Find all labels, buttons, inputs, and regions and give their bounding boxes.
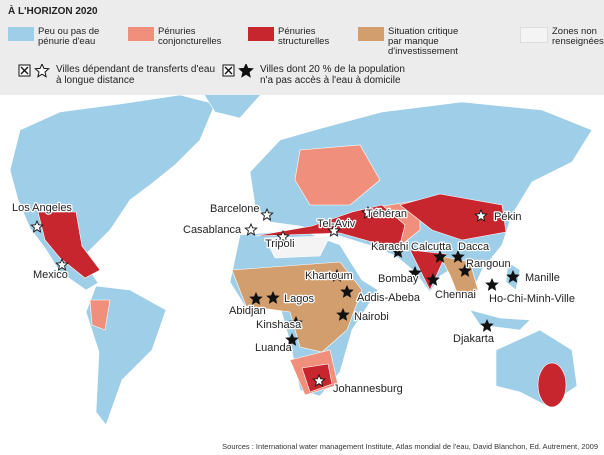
legend-label: Zones non renseignées	[552, 26, 604, 47]
legend-swatch	[520, 27, 548, 43]
city-marker	[485, 277, 499, 291]
city-marker	[408, 265, 422, 279]
city-marker	[458, 263, 472, 277]
city-label: Pékin	[494, 211, 522, 223]
city-label: Tel-Aviv	[317, 218, 356, 230]
legend-item: Villes dépendant de transferts d'eau à l…	[18, 64, 216, 86]
city-label: Dacca	[458, 241, 490, 253]
legend-label: Villes dont 20 % de la population n'a pa…	[260, 64, 405, 86]
city-label: Khartoum	[305, 270, 353, 282]
legend-panel: À L'HORIZON 2020 Peu ou pas de pénurie d…	[0, 0, 604, 95]
city-marker	[285, 332, 299, 346]
city-marker	[340, 284, 354, 298]
legend-item: Zones non renseignées	[520, 27, 604, 47]
city-marker	[327, 223, 341, 237]
city-marker	[260, 207, 274, 221]
city-marker	[451, 249, 465, 263]
legend-label: Villes dépendant de transferts d'eau à l…	[56, 64, 216, 86]
city-marker	[361, 205, 375, 219]
city-label: Nairobi	[354, 311, 389, 323]
legend-label: Pénuries structurelles	[278, 26, 330, 47]
city-label: Karachi	[371, 241, 408, 253]
city-label: Manille	[525, 272, 560, 284]
city-marker	[330, 268, 344, 282]
city-label: Tripoli	[265, 238, 295, 250]
city-label: Johannesburg	[333, 383, 403, 395]
city-label: Abidjan	[229, 305, 266, 317]
legend-label: Peu ou pas de pénurie d'eau	[38, 26, 100, 47]
city-marker	[289, 315, 303, 329]
city-label: Addis-Abeba	[357, 292, 421, 304]
city-label: Mexico	[33, 269, 68, 281]
city-label: Chennai	[435, 289, 476, 301]
city-marker	[391, 244, 405, 258]
legend-swatch	[128, 27, 154, 41]
city-marker	[249, 291, 263, 305]
city-marker	[480, 318, 494, 332]
city-marker	[312, 373, 326, 387]
legend-label: Pénuries conjoncturelles	[158, 26, 222, 47]
legend-swatch	[8, 27, 34, 41]
city-label: Djakarta	[453, 333, 495, 345]
legend-item: Villes dont 20 % de la population n'a pa…	[222, 64, 420, 86]
city-marker	[426, 272, 440, 286]
legend-item: Pénuries structurelles	[248, 27, 358, 47]
city-marker	[506, 269, 520, 283]
legend-icon	[18, 64, 50, 78]
map: Los Angeles Mexico Barcelone Casablanca Trip…	[9, 95, 593, 426]
city-marker	[244, 222, 258, 236]
legend-item: Pénuries conjoncturelles	[128, 27, 238, 47]
city-marker	[433, 249, 447, 263]
source: Sources : International water management…	[222, 442, 598, 451]
city-label: Rangoun	[466, 258, 511, 270]
legend-item: Situation critique par manque d'investis…	[358, 27, 468, 57]
city-label: Kinshasa	[256, 319, 302, 331]
legend-swatch	[358, 27, 384, 41]
city-label: Bombay	[378, 273, 419, 285]
city-marker	[30, 219, 44, 233]
city-label: Barcelone	[210, 203, 260, 215]
city-label: Calcutta	[411, 241, 452, 253]
city-marker	[474, 208, 488, 222]
legend-item: Peu ou pas de pénurie d'eau	[8, 27, 118, 47]
legend-label: Situation critique par manque d'investis…	[388, 26, 459, 57]
city-label: Los Angeles	[12, 202, 72, 214]
city-label: Lagos	[284, 293, 314, 305]
city-label: Luanda	[255, 342, 293, 354]
city-label: Ho-Chi-Minh-Ville	[489, 293, 575, 305]
legend-swatch	[248, 27, 274, 41]
city-marker	[266, 290, 280, 304]
city-marker	[55, 257, 69, 271]
legend-icon	[222, 64, 254, 78]
city-marker	[276, 229, 290, 243]
city-marker	[336, 307, 350, 321]
title: À L'HORIZON 2020	[8, 6, 98, 17]
city-label: Téhéran	[366, 208, 407, 220]
city-label: Casablanca	[183, 224, 242, 236]
